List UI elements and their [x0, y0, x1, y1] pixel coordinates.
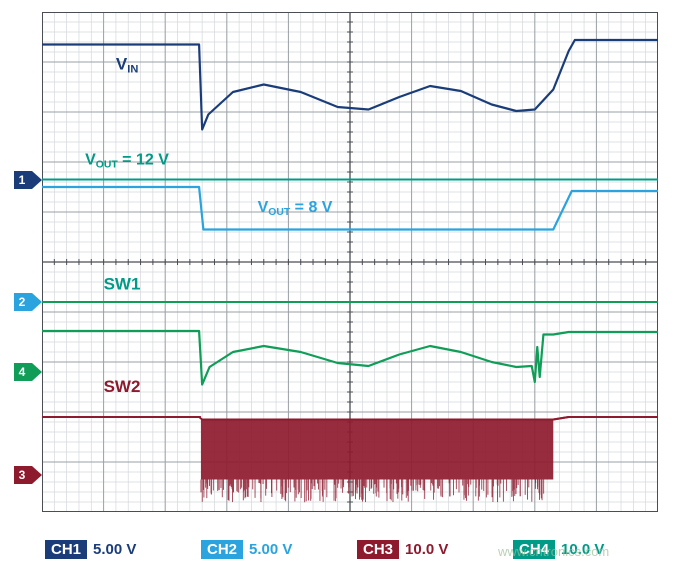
legend-tag: CH1 — [45, 540, 87, 559]
legend-tag: CH2 — [201, 540, 243, 559]
channel-marker-4: 4 — [14, 363, 44, 383]
svg-text:SW2: SW2 — [104, 377, 141, 396]
legend-value: 5.00 V — [93, 541, 136, 558]
legend-value: 5.00 V — [249, 541, 292, 558]
svg-text:SW1: SW1 — [104, 275, 141, 294]
channel-marker-1: 1 — [14, 171, 44, 191]
svg-text:1: 1 — [19, 173, 26, 187]
channel-marker-2: 2 — [14, 293, 44, 313]
svg-text:3: 3 — [19, 468, 26, 482]
legend-value: 10.0 V — [405, 541, 448, 558]
svg-text:4: 4 — [19, 365, 26, 379]
watermark-text: www.cntronics.com — [498, 544, 609, 559]
channel-marker-3: 3 — [14, 466, 44, 486]
legend-ch2: CH2 5.00 V — [201, 540, 292, 559]
legend-tag: CH3 — [357, 540, 399, 559]
legend-ch1: CH1 5.00 V — [45, 540, 136, 559]
svg-text:2: 2 — [19, 295, 26, 309]
scope-plot: VINVOUT = 12 VVOUT = 8 VSW1SW2 — [42, 12, 658, 512]
oscilloscope-screenshot: VINVOUT = 12 VVOUT = 8 VSW1SW2 1243 CH15… — [0, 0, 680, 568]
legend-ch3: CH3 10.0 V — [357, 540, 448, 559]
